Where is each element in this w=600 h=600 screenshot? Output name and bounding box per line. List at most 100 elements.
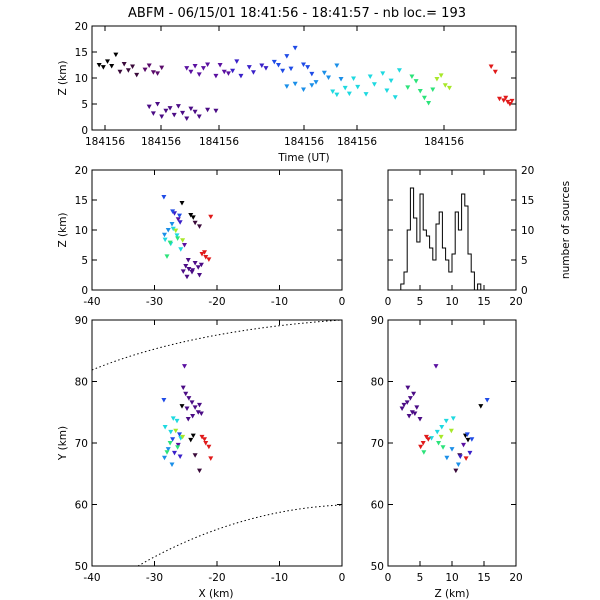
source-point (399, 406, 405, 412)
x-tick-label: 10 (445, 572, 458, 584)
source-point (221, 69, 227, 75)
x-tick-label: 20 (509, 296, 522, 308)
y-tick-label: 60 (371, 500, 384, 512)
source-point (484, 397, 490, 403)
source-point (448, 428, 454, 434)
source-point (234, 59, 240, 64)
source-point (195, 410, 201, 415)
x-z-points (161, 195, 214, 280)
source-point (371, 82, 377, 87)
source-point (414, 405, 420, 410)
source-point (309, 83, 315, 88)
source-point (271, 59, 277, 65)
source-point (183, 264, 189, 269)
x-z-ylabel: Z (km) (57, 212, 69, 247)
source-point (182, 243, 187, 248)
source-point (192, 405, 198, 410)
source-point (180, 110, 186, 116)
y-tick-label: 50 (371, 561, 384, 573)
y-tick-label: 10 (75, 73, 88, 85)
source-point (155, 71, 161, 76)
source-point (198, 262, 204, 268)
y-tick-label: 5 (521, 255, 528, 267)
source-point (178, 247, 184, 252)
source-point (161, 397, 167, 403)
x-tick-label: -20 (208, 572, 225, 584)
y-tick-label: 10 (75, 225, 88, 237)
y-tick-label: 15 (521, 195, 534, 207)
source-point (423, 434, 429, 440)
source-point (418, 444, 424, 450)
time-height-points (96, 45, 515, 122)
source-point (202, 250, 207, 255)
x-tick-label: 184156 (284, 136, 324, 148)
x-tick-label: 15 (477, 296, 490, 308)
y-tick-label: 5 (81, 255, 88, 267)
y-tick-label: 70 (75, 438, 88, 450)
source-point (413, 79, 419, 84)
figure-title: ABFM - 06/15/01 18:41:56 - 18:41:57 - nb… (128, 6, 466, 21)
source-point (509, 98, 515, 104)
source-point (409, 74, 415, 79)
source-point (292, 81, 298, 87)
source-point (405, 385, 411, 391)
source-point (461, 442, 467, 448)
source-point (469, 437, 475, 442)
source-point (208, 214, 214, 220)
source-point (173, 428, 179, 434)
source-point (170, 209, 176, 214)
source-point (125, 68, 131, 73)
source-point (197, 402, 202, 408)
source-point (367, 74, 373, 79)
source-point (130, 64, 136, 70)
source-point (464, 432, 470, 437)
source-point (309, 71, 315, 77)
source-point (420, 441, 426, 446)
source-point (169, 222, 175, 227)
source-point (196, 114, 202, 119)
source-point (203, 441, 209, 446)
source-point (177, 220, 183, 225)
x-tick-label: 0 (339, 296, 346, 308)
source-point (342, 85, 348, 91)
source-point (100, 65, 106, 70)
source-point (230, 68, 236, 74)
source-point (455, 462, 461, 468)
x-tick-label: -10 (271, 296, 288, 308)
source-point (196, 72, 202, 77)
source-point (436, 441, 442, 446)
source-point (180, 434, 186, 440)
source-point (321, 70, 327, 76)
source-point (175, 445, 181, 450)
x-y-panel: -40 -30 -20 -10 0 50 60 70 80 90 X (km) Y (km) (57, 315, 345, 600)
boundary-arc-lower (137, 504, 343, 567)
source-point (134, 72, 140, 78)
x-y-xlabel: X (km) (198, 588, 233, 600)
source-point (170, 416, 176, 421)
source-point (396, 68, 402, 73)
source-point (173, 228, 179, 234)
source-point (417, 89, 423, 94)
source-point (284, 54, 290, 59)
source-point (205, 62, 211, 67)
source-point (384, 88, 390, 93)
source-point (162, 455, 167, 461)
source-point (417, 417, 423, 422)
source-point (208, 456, 214, 461)
x-tick-label: 0 (339, 572, 346, 584)
x-y-frame (91, 319, 343, 567)
source-point (188, 437, 194, 443)
y-tick-label: 70 (371, 438, 384, 450)
source-point (380, 71, 386, 76)
source-point (162, 237, 168, 243)
y-tick-label: 50 (75, 561, 88, 573)
source-point (443, 418, 449, 424)
y-tick-label: 20 (75, 165, 88, 177)
y-tick-label: 20 (521, 165, 534, 177)
source-point (206, 444, 212, 450)
source-point (180, 385, 186, 391)
source-point (478, 404, 484, 409)
source-point (175, 104, 181, 109)
source-point (259, 63, 265, 69)
